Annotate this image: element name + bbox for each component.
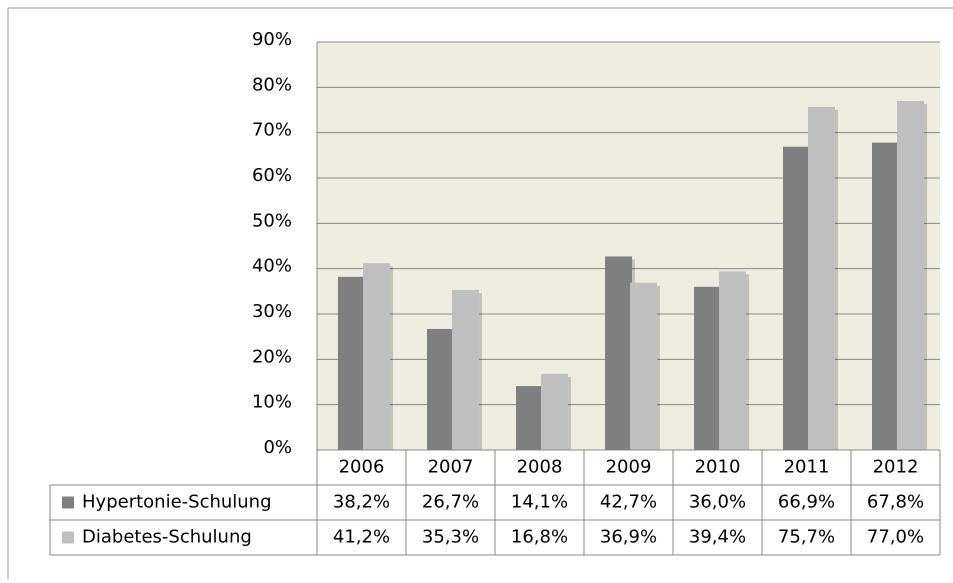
data-label: 26,7% [422,492,479,513]
y-tick-label: 30% [252,301,292,322]
bar [452,289,479,450]
data-label: 39,4% [689,527,746,548]
bar [872,142,899,450]
y-tick-label: 90% [252,29,292,50]
x-tick-label: 2008 [517,457,563,478]
bar [363,263,390,450]
bar [694,286,721,450]
y-tick-label: 20% [252,346,292,367]
x-tick-label: 2011 [784,457,830,478]
data-label: 42,7% [600,492,657,513]
y-tick-label: 10% [252,392,292,413]
data-label: 36,0% [689,492,746,513]
bar [719,271,746,450]
y-tick-label: 60% [252,165,292,186]
data-label: 14,1% [511,492,568,513]
bar [427,328,454,450]
x-tick-label: 2009 [606,457,652,478]
y-tick-label: 80% [252,74,292,95]
bar [338,276,365,450]
data-label: 35,3% [422,527,479,548]
data-label: 41,2% [333,527,390,548]
bar [783,146,810,450]
x-tick-label: 2010 [695,457,741,478]
bar [541,373,568,450]
data-label: 66,9% [778,492,835,513]
legend-key [62,496,74,509]
data-label: 38,2% [333,492,390,513]
y-tick-label: 40% [252,256,292,277]
x-tick-label: 2007 [428,457,474,478]
bar [516,386,543,450]
data-label: 16,8% [511,527,568,548]
legend-label: Hypertonie-Schulung [82,492,272,513]
bar [897,100,924,450]
bar [605,256,632,450]
data-label: 75,7% [778,527,835,548]
data-label: 36,9% [600,527,657,548]
x-tick-label: 2006 [339,457,385,478]
y-tick-label: 50% [252,210,292,231]
data-label: 67,8% [867,492,924,513]
bar [630,282,657,450]
legend-label: Diabetes-Schulung [82,527,252,548]
legend-key [62,531,74,544]
y-tick-label: 70% [252,120,292,141]
x-tick-label: 2012 [873,457,919,478]
data-label: 77,0% [867,527,924,548]
y-tick-label: 0% [263,437,292,458]
bar [808,106,835,451]
